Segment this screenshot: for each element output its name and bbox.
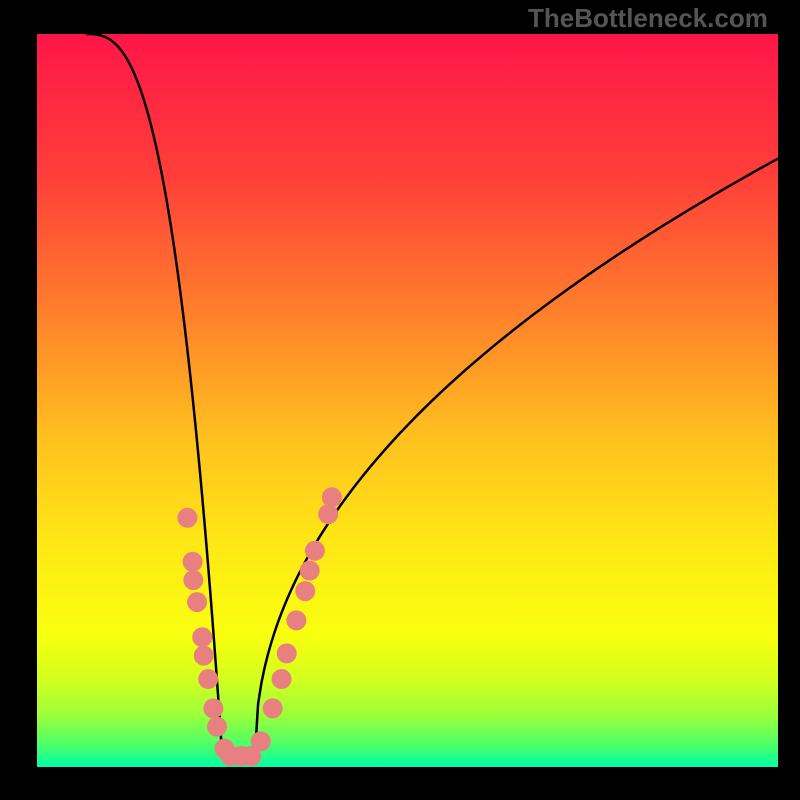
data-marker (318, 504, 338, 524)
data-marker (203, 698, 223, 718)
data-marker (183, 552, 203, 572)
data-marker (277, 643, 297, 663)
data-marker (272, 669, 292, 689)
data-marker (300, 561, 320, 581)
plot-area (37, 34, 778, 767)
data-marker (177, 508, 197, 528)
data-marker (194, 646, 214, 666)
watermark-text: TheBottleneck.com (528, 3, 768, 34)
data-marker (192, 627, 212, 647)
data-marker (305, 541, 325, 561)
data-marker (183, 570, 203, 590)
data-marker (207, 717, 227, 737)
data-marker (198, 669, 218, 689)
data-marker (263, 698, 283, 718)
data-marker (295, 581, 315, 601)
data-marker (286, 610, 306, 630)
data-marker (241, 746, 261, 766)
plot-svg (37, 34, 778, 767)
data-marker (322, 487, 342, 507)
data-marker (187, 592, 207, 612)
